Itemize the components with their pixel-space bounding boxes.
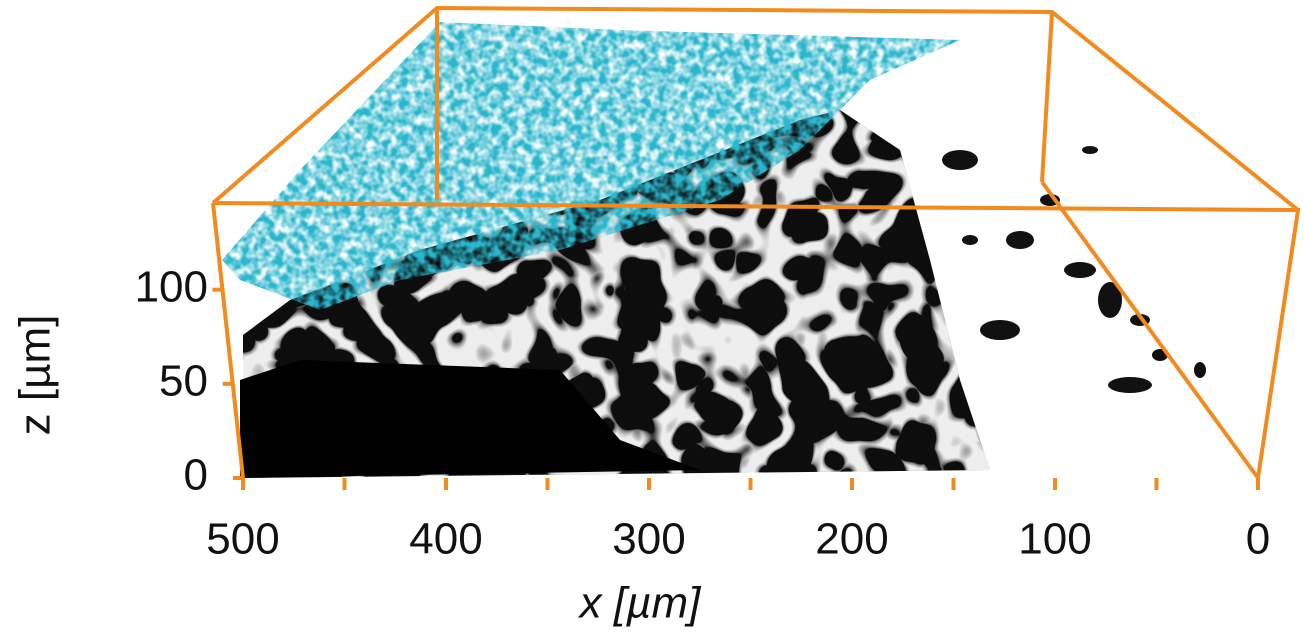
z-tick-label: 100: [135, 262, 208, 311]
x-tick-label: 400: [409, 515, 482, 564]
x-axis-label: x [µm]: [578, 579, 702, 628]
volume-image: [222, 22, 1206, 478]
x-tick-label: 300: [612, 515, 685, 564]
x-tick-label: 500: [206, 515, 279, 564]
bounding-box: [211, 5, 1301, 480]
z-tick-label: 50: [159, 356, 208, 405]
z-axis-label: z [µm]: [11, 315, 60, 436]
x-tick-label: 100: [1018, 515, 1091, 564]
x-tick-label: 200: [815, 515, 888, 564]
x-tick-label: 0: [1246, 515, 1270, 564]
z-tick-label: 0: [184, 451, 208, 500]
